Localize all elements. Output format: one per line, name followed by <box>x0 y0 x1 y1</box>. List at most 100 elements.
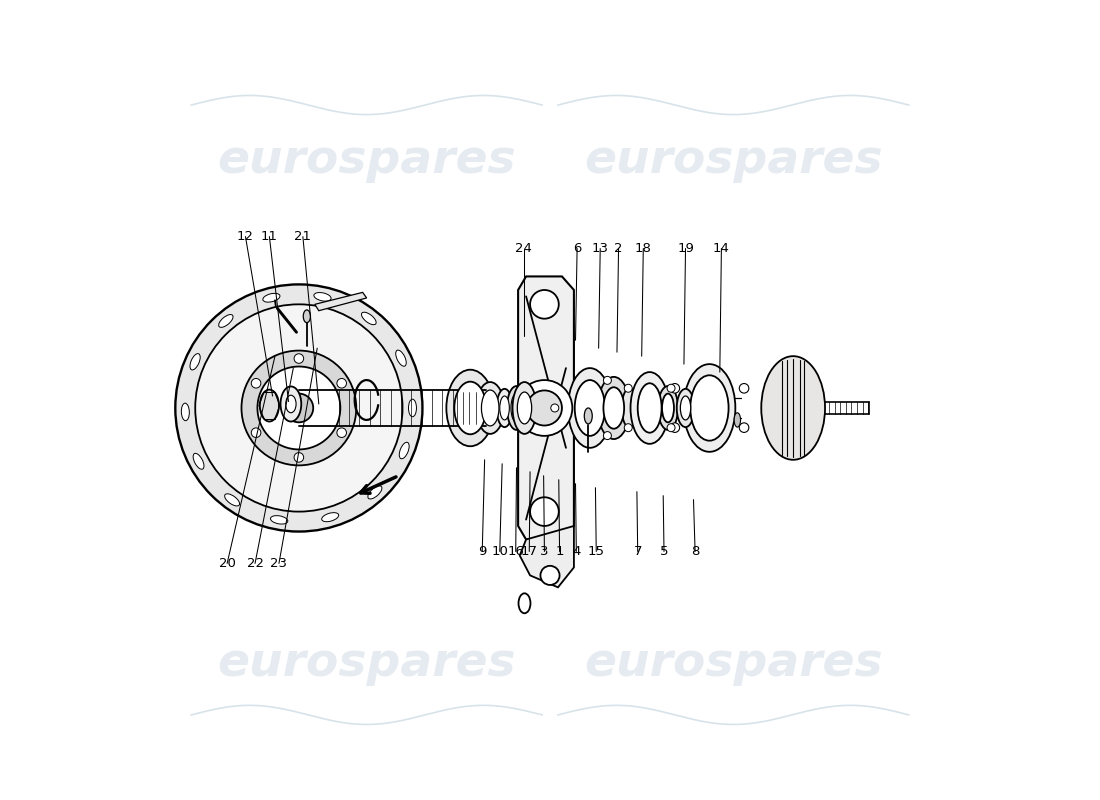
Circle shape <box>337 378 346 388</box>
Circle shape <box>175 285 422 531</box>
Circle shape <box>294 453 304 462</box>
Ellipse shape <box>286 395 296 413</box>
Text: 8: 8 <box>691 545 700 558</box>
Ellipse shape <box>408 399 417 417</box>
Ellipse shape <box>263 294 280 302</box>
Text: 10: 10 <box>492 545 508 558</box>
Text: 2: 2 <box>614 242 623 255</box>
Circle shape <box>551 404 559 412</box>
Text: 19: 19 <box>678 242 694 255</box>
Circle shape <box>667 384 675 392</box>
Circle shape <box>517 380 572 436</box>
Text: eurospares: eurospares <box>218 641 516 686</box>
Ellipse shape <box>260 390 279 422</box>
Ellipse shape <box>597 377 629 439</box>
Ellipse shape <box>518 594 530 614</box>
Ellipse shape <box>399 442 409 458</box>
Ellipse shape <box>680 396 691 420</box>
Ellipse shape <box>584 408 592 424</box>
Text: eurospares: eurospares <box>584 138 882 183</box>
Circle shape <box>670 383 680 393</box>
Ellipse shape <box>280 386 301 422</box>
Circle shape <box>242 350 356 466</box>
Ellipse shape <box>367 486 382 499</box>
Circle shape <box>530 290 559 318</box>
Ellipse shape <box>574 380 605 436</box>
Text: 3: 3 <box>540 545 549 558</box>
Circle shape <box>739 383 749 393</box>
Text: 6: 6 <box>573 242 581 255</box>
Ellipse shape <box>517 392 531 424</box>
Polygon shape <box>519 526 574 587</box>
Ellipse shape <box>271 516 288 524</box>
Ellipse shape <box>482 390 499 426</box>
Circle shape <box>739 423 749 433</box>
Ellipse shape <box>662 394 674 422</box>
Circle shape <box>527 390 562 426</box>
Ellipse shape <box>182 403 189 421</box>
Text: 5: 5 <box>660 545 669 558</box>
Circle shape <box>251 378 261 388</box>
Text: 11: 11 <box>261 230 278 243</box>
Circle shape <box>540 566 560 585</box>
Circle shape <box>624 424 632 432</box>
Ellipse shape <box>224 494 240 506</box>
Circle shape <box>624 384 632 392</box>
Text: 17: 17 <box>520 545 538 558</box>
Ellipse shape <box>476 382 504 434</box>
Text: 23: 23 <box>271 557 287 570</box>
Ellipse shape <box>638 383 661 433</box>
Ellipse shape <box>219 314 233 327</box>
Text: 21: 21 <box>295 230 311 243</box>
Text: 15: 15 <box>587 545 605 558</box>
Ellipse shape <box>194 454 204 470</box>
Ellipse shape <box>499 396 509 420</box>
Ellipse shape <box>304 310 310 322</box>
Text: eurospares: eurospares <box>218 138 516 183</box>
Text: 13: 13 <box>592 242 608 255</box>
Ellipse shape <box>683 364 736 452</box>
Text: 7: 7 <box>634 545 642 558</box>
Ellipse shape <box>190 354 200 370</box>
Ellipse shape <box>496 389 513 427</box>
Ellipse shape <box>604 387 624 429</box>
Text: 1: 1 <box>556 545 564 558</box>
Text: 4: 4 <box>572 545 581 558</box>
Ellipse shape <box>454 382 486 434</box>
Text: 18: 18 <box>635 242 651 255</box>
Ellipse shape <box>676 389 694 427</box>
Circle shape <box>530 498 559 526</box>
Text: 16: 16 <box>507 545 525 558</box>
Ellipse shape <box>658 386 678 430</box>
Text: eurospares: eurospares <box>584 641 882 686</box>
Ellipse shape <box>447 370 494 446</box>
Ellipse shape <box>513 382 537 434</box>
Ellipse shape <box>362 312 376 325</box>
Text: 24: 24 <box>515 242 532 255</box>
Text: 20: 20 <box>219 557 235 570</box>
Ellipse shape <box>396 350 406 366</box>
Circle shape <box>251 428 261 438</box>
Circle shape <box>670 423 680 433</box>
Text: 12: 12 <box>236 230 254 243</box>
Polygon shape <box>518 277 574 539</box>
Ellipse shape <box>321 513 339 522</box>
Text: 22: 22 <box>246 557 264 570</box>
Circle shape <box>257 366 340 450</box>
Text: 14: 14 <box>713 242 729 255</box>
Ellipse shape <box>314 293 331 301</box>
Ellipse shape <box>761 356 825 460</box>
Circle shape <box>667 424 675 432</box>
Ellipse shape <box>568 368 612 448</box>
Circle shape <box>195 304 403 512</box>
Circle shape <box>604 432 612 439</box>
Ellipse shape <box>691 375 728 441</box>
Ellipse shape <box>510 394 522 422</box>
Ellipse shape <box>621 388 638 428</box>
Circle shape <box>337 428 346 438</box>
Circle shape <box>294 354 304 363</box>
Polygon shape <box>315 292 366 310</box>
Ellipse shape <box>734 413 740 427</box>
Text: 9: 9 <box>478 545 486 558</box>
Ellipse shape <box>507 386 526 430</box>
